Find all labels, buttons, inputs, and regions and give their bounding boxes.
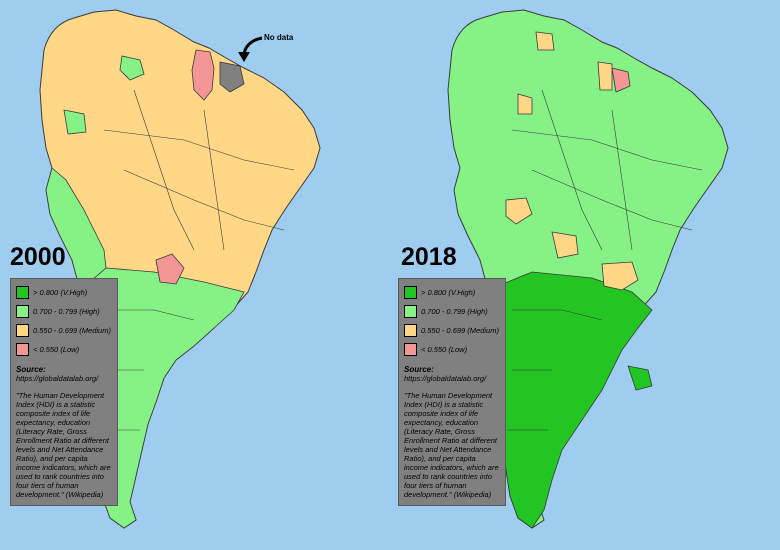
legend-label: 0.700 - 0.799 (High) [33, 307, 100, 316]
legend-label: 0.550 - 0.699 (Medium) [421, 326, 499, 335]
legend-row: 0.550 - 0.699 (Medium) [16, 321, 112, 340]
legend-label: < 0.550 (Low) [421, 345, 468, 354]
legend-row: 0.550 - 0.699 (Medium) [404, 321, 500, 340]
swatch-medium [16, 324, 29, 337]
legend-label: 0.700 - 0.799 (High) [421, 307, 488, 316]
source-title: Source: [16, 365, 46, 374]
source-title: Source: [404, 365, 434, 374]
legend-row: > 0.800 (V.High) [404, 283, 500, 302]
legend-label: 0.550 - 0.699 (Medium) [33, 326, 111, 335]
no-data-arrowhead [238, 52, 250, 62]
legend-label: < 0.550 (Low) [33, 345, 80, 354]
swatch-medium [404, 324, 417, 337]
legend-row: < 0.550 (Low) [16, 340, 112, 359]
legend-label: > 0.800 (V.High) [421, 288, 476, 297]
swatch-low [16, 343, 29, 356]
source-quote: "The Human Development Index (HDI) is a … [16, 391, 111, 499]
no-data-label: No data [264, 33, 294, 42]
swatch-v-high [16, 286, 29, 299]
source-quote: "The Human Development Index (HDI) is a … [404, 391, 499, 499]
year-label-2000: 2000 [10, 243, 66, 271]
swatch-v-high [404, 286, 417, 299]
map-2018 [447, 9, 729, 529]
swatch-low [404, 343, 417, 356]
source-url: https://globaldatalab.org/ [404, 374, 487, 383]
legend-2018: > 0.800 (V.High) 0.700 - 0.799 (High) 0.… [398, 278, 506, 506]
legend-label: > 0.800 (V.High) [33, 288, 88, 297]
swatch-high [404, 305, 417, 318]
legend-row: 0.700 - 0.799 (High) [16, 302, 112, 321]
legend-2000: > 0.800 (V.High) 0.700 - 0.799 (High) 0.… [10, 278, 118, 506]
legend-row: > 0.800 (V.High) [16, 283, 112, 302]
swatch-high [16, 305, 29, 318]
year-label-2018: 2018 [401, 243, 457, 271]
legend-row: < 0.550 (Low) [404, 340, 500, 359]
source-url: https://globaldatalab.org/ [16, 374, 99, 383]
map-2000 [39, 9, 321, 529]
legend-row: 0.700 - 0.799 (High) [404, 302, 500, 321]
